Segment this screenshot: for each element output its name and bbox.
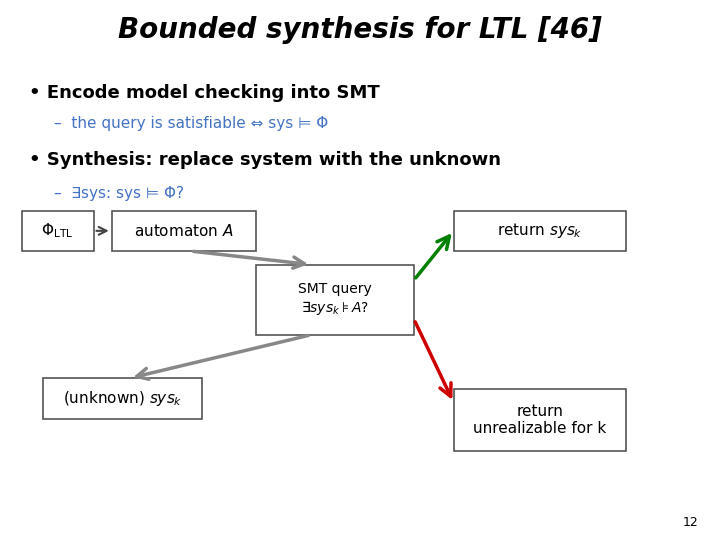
FancyBboxPatch shape xyxy=(22,211,94,251)
Text: –  the query is satisfiable ⇔ sys ⊨ Φ: – the query is satisfiable ⇔ sys ⊨ Φ xyxy=(54,116,328,131)
FancyBboxPatch shape xyxy=(112,211,256,251)
FancyBboxPatch shape xyxy=(454,389,626,451)
Text: $\Phi_{\mathrm{LTL}}$: $\Phi_{\mathrm{LTL}}$ xyxy=(41,221,74,240)
Text: 12: 12 xyxy=(683,516,698,529)
Text: (unknown) $\mathit{sys}_k$: (unknown) $\mathit{sys}_k$ xyxy=(63,389,182,408)
Text: return $\mathit{sys}_k$: return $\mathit{sys}_k$ xyxy=(498,221,582,240)
FancyBboxPatch shape xyxy=(256,265,414,335)
Text: Bounded synthesis for LTL [46]: Bounded synthesis for LTL [46] xyxy=(118,16,602,44)
Text: –  ∃sys: sys ⊨ Φ?: – ∃sys: sys ⊨ Φ? xyxy=(54,186,184,201)
FancyBboxPatch shape xyxy=(43,378,202,419)
Text: SMT query
$\exists\mathit{sys}_k \models A?$: SMT query $\exists\mathit{sys}_k \models… xyxy=(298,282,372,317)
Text: automaton $A$: automaton $A$ xyxy=(134,223,233,239)
Text: return
unrealizable for k: return unrealizable for k xyxy=(473,404,607,436)
FancyBboxPatch shape xyxy=(454,211,626,251)
Text: • Encode model checking into SMT: • Encode model checking into SMT xyxy=(29,84,379,102)
Text: • Synthesis: replace system with the unknown: • Synthesis: replace system with the unk… xyxy=(29,151,501,169)
